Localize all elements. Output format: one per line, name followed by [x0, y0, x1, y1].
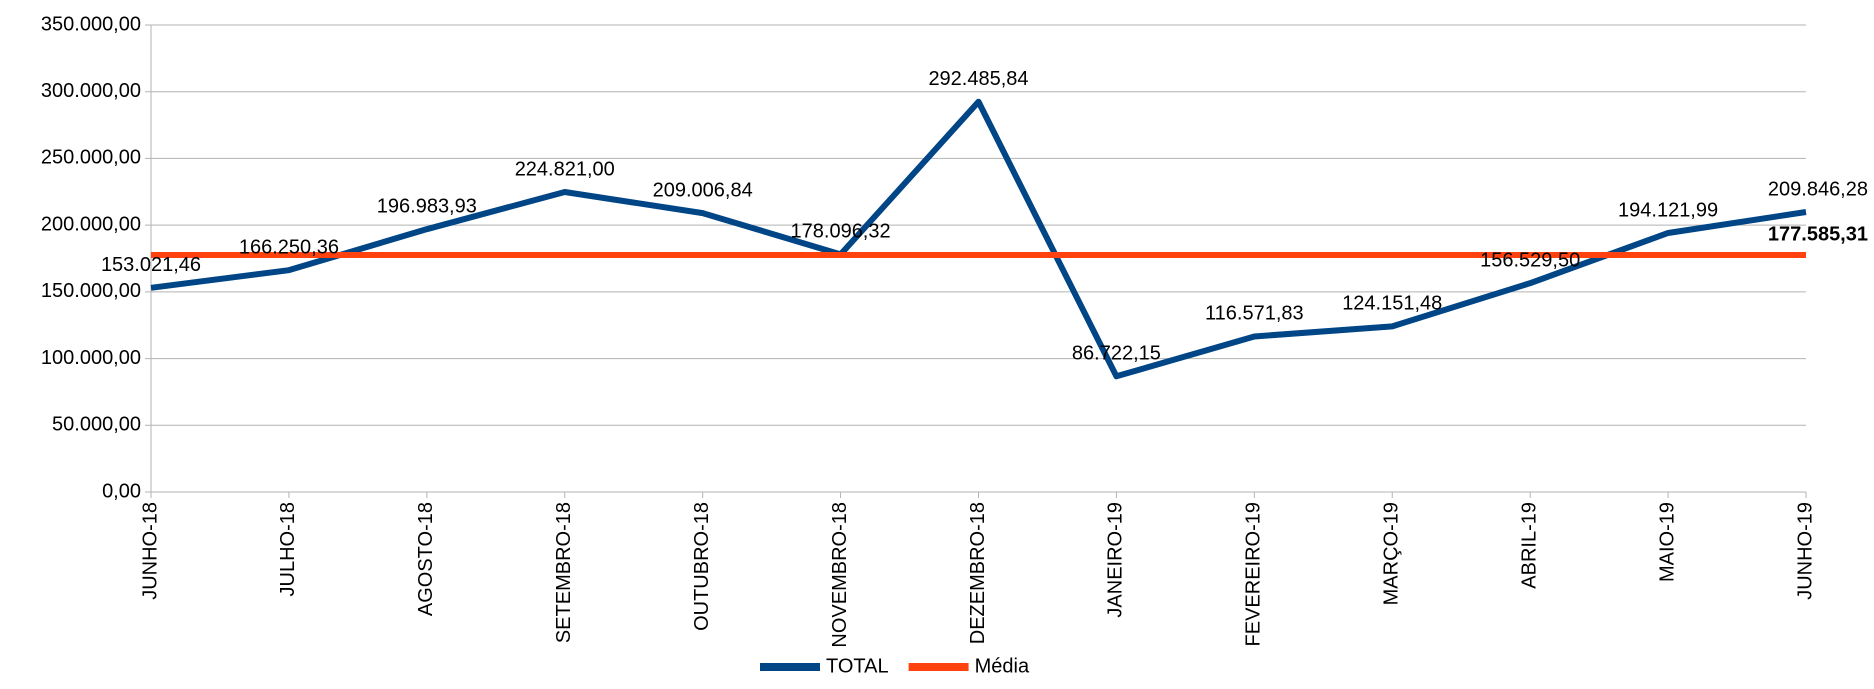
data-label: 177.585,31 [1768, 223, 1868, 245]
series-line [150, 98, 1807, 380]
x-tick-label: AGOSTO-18 [415, 502, 437, 616]
data-label: 292.485,84 [928, 68, 1028, 90]
data-label: 156.529,50 [1480, 249, 1580, 271]
data-label: 124.151,48 [1342, 293, 1442, 315]
data-label: 194.121,99 [1618, 199, 1718, 221]
x-tick-label: OUTUBRO-18 [691, 502, 713, 631]
x-tick-label: FEVEREIRO-19 [1243, 502, 1265, 646]
legend-label: Média [975, 655, 1030, 677]
data-label: 153.021,46 [101, 254, 201, 276]
y-tick-label: 150.000,00 [41, 280, 141, 302]
data-label: 178.096,32 [791, 221, 891, 243]
data-label: 209.006,84 [653, 179, 753, 201]
data-label: 166.250,36 [239, 236, 339, 258]
data-label: 116.571,83 [1205, 303, 1304, 325]
y-tick-label: 50.000,00 [52, 414, 141, 436]
y-tick-label: 300.000,00 [41, 80, 141, 102]
x-tick-label: JANEIRO-19 [1105, 502, 1127, 618]
y-tick-label: 100.000,00 [41, 347, 141, 369]
x-tick-label: NOVEMBRO-18 [829, 502, 851, 648]
y-tick-label: 200.000,00 [41, 213, 141, 235]
x-tick-label: DEZEMBRO-18 [967, 502, 989, 644]
x-tick-label: JUNHO-18 [139, 502, 161, 600]
x-tick-label: ABRIL-19 [1518, 502, 1540, 589]
x-tick-label: MAIO-19 [1656, 502, 1678, 582]
x-tick-label: JULHO-18 [277, 502, 299, 596]
legend-label: TOTAL [826, 655, 889, 677]
data-label: 86.722,15 [1072, 343, 1161, 365]
x-tick-label: MARÇO-19 [1381, 502, 1403, 605]
y-tick-label: 250.000,00 [41, 147, 141, 169]
data-label: 209.846,28 [1768, 178, 1868, 200]
y-tick-label: 0,00 [102, 480, 141, 502]
x-tick-label: JUNHO-19 [1794, 502, 1816, 600]
x-tick-label: SETEMBRO-18 [553, 502, 575, 643]
y-tick-label: 350.000,00 [41, 13, 141, 35]
data-label: 196.983,93 [377, 195, 477, 217]
data-label: 224.821,00 [515, 158, 615, 180]
